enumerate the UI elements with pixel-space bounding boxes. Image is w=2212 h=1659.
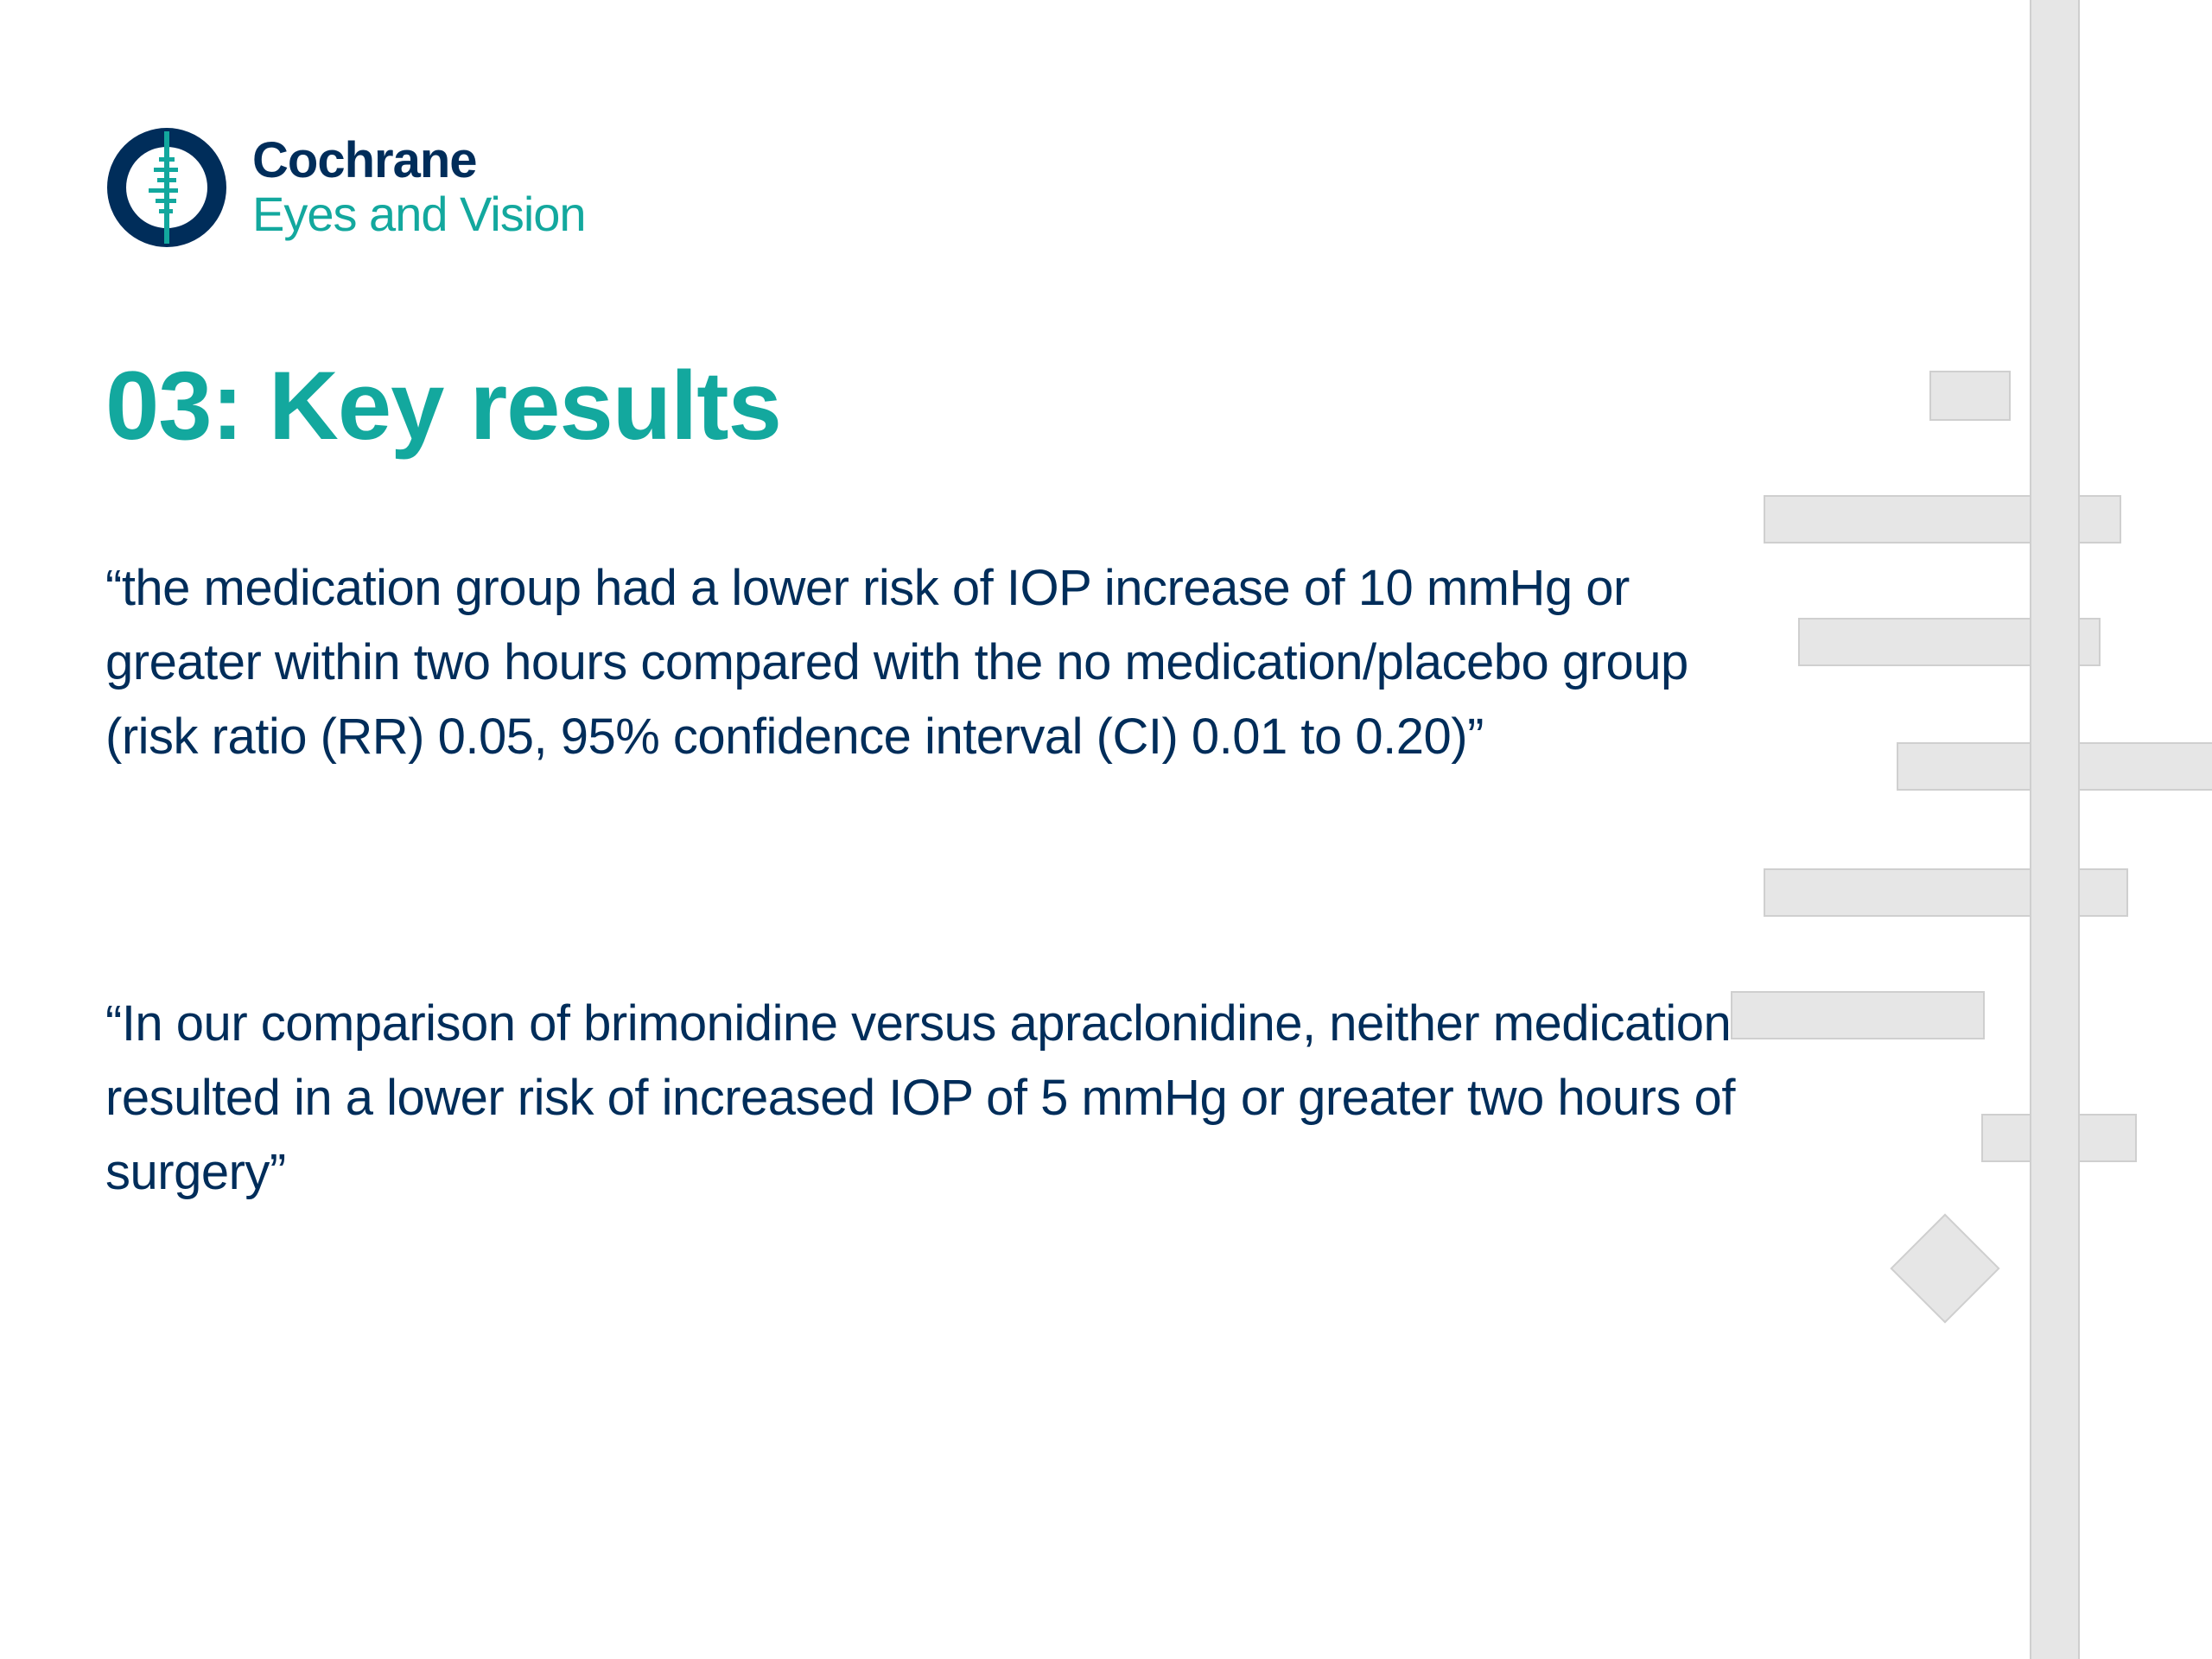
logo-name: Cochrane (252, 132, 478, 188)
deco-diamond (1890, 1213, 2000, 1324)
deco-bar-2 (1764, 495, 2121, 543)
cochrane-logo: Cochrane Eyes and Vision (105, 123, 587, 252)
deco-bar-7 (1981, 1114, 2137, 1162)
cochrane-logo-icon (107, 128, 226, 247)
quote-2: “In our comparison of brimonidine versus… (105, 995, 1735, 1200)
deco-bar-1 (1929, 371, 2011, 421)
logo-group: Eyes and Vision (252, 187, 587, 241)
quote-1: “the medication group had a lower risk o… (105, 560, 1688, 765)
deco-bar-5 (1764, 868, 2128, 917)
slide-title: 03: Key results (105, 352, 782, 460)
deco-bar-3 (1798, 618, 2101, 666)
deco-bar-4 (1897, 742, 2212, 791)
deco-spine (2030, 0, 2080, 1659)
logo-text: Cochrane Eyes and Vision (252, 132, 587, 241)
